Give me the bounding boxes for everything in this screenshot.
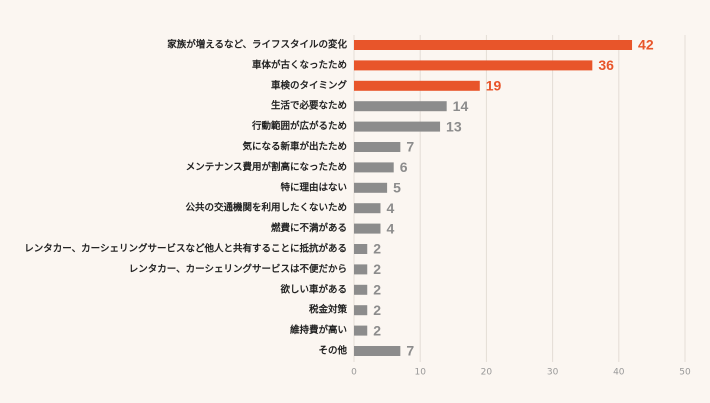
value-label: 2 [373,322,381,338]
category-label: レンタカー、カーシェリングサービスは不便だから [129,263,347,275]
bar [354,60,593,71]
value-label: 7 [406,139,414,155]
value-label: 19 [486,78,502,94]
category-label: 特に理由はない [280,181,347,193]
value-label: 5 [393,180,401,196]
value-label: 2 [373,302,381,318]
bar [354,244,368,254]
category-label: 公共の交通機関を利用したくないため [185,202,347,214]
x-tick-label: 20 [481,368,493,378]
category-label: その他 [318,345,347,357]
category-label: 行動範囲が広がるため [251,120,347,132]
bar [354,305,368,316]
bar [354,325,368,336]
value-label: 42 [638,37,654,53]
bar [354,101,447,112]
x-tick-label: 30 [547,368,559,378]
bar [354,284,368,295]
bar [354,264,368,275]
bar [354,203,381,214]
category-label: レンタカー、カーシェリングサービスなど他人と共有することに抵抗がある [24,243,347,255]
x-tick-label: 0 [351,368,357,378]
value-label: 13 [446,118,462,134]
value-label: 36 [598,57,614,73]
category-label: 維持費が高い [290,324,347,336]
value-label: 2 [373,241,381,257]
category-label: メンテナンス費用が割高になったため [186,161,347,173]
value-label: 2 [373,282,381,298]
bar [354,162,394,173]
x-tick-label: 40 [613,368,625,378]
category-label: 車検のタイミング [271,79,348,91]
bar [354,346,401,356]
value-label: 4 [386,200,394,216]
category-label: 生活で必要なため [271,100,347,112]
bar [354,121,441,132]
category-label: 欲しい車がある [279,283,347,295]
bar [354,182,388,193]
category-label: 税金対策 [309,304,348,316]
value-label: 2 [373,261,381,277]
x-tick-label: 50 [679,368,691,378]
value-label: 6 [400,159,408,175]
bar [354,223,381,234]
value-label: 7 [406,343,414,359]
bar [354,80,480,91]
category-label: 燃費に不満がある [271,222,347,234]
category-label: 車体が古くなったため [252,59,347,71]
bar [354,142,401,152]
bar [354,40,633,50]
value-label: 4 [386,220,394,236]
value-label: 14 [453,98,469,114]
x-tick-label: 10 [414,368,426,378]
category-label: 家族が増えるなど、ライフスタイルの変化 [167,39,347,51]
category-label: 気になる新車が出たため [242,141,347,153]
